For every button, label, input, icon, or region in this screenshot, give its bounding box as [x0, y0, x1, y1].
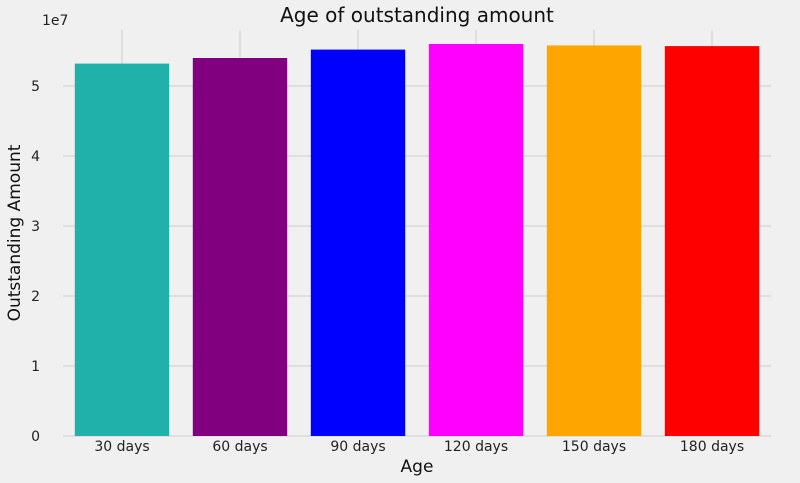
x-axis-label: Age [401, 457, 434, 477]
y-axis-label: Outstanding Amount [5, 144, 25, 321]
bar-90-days [310, 49, 406, 436]
y-tick-label: 3 [31, 219, 40, 235]
x-tick-label: 30 days [94, 439, 149, 455]
bar-30-days [74, 63, 170, 436]
y-tick-label: 1 [31, 359, 40, 375]
bar-60-days [192, 58, 288, 436]
tick-labels: 30 days 60 days 90 days 120 days 150 days 180… [31, 79, 744, 455]
x-tick-label: 90 days [330, 439, 385, 455]
bar-120-days [428, 44, 524, 436]
x-tick-label: 120 days [444, 439, 508, 455]
y-scale-label: 1e7 [42, 13, 68, 29]
y-tick-label: 0 [31, 429, 40, 445]
bar-180-days [664, 46, 760, 436]
y-tick-label: 5 [31, 79, 40, 95]
bars [74, 44, 760, 437]
chart-title: Age of outstanding amount [280, 3, 554, 27]
bar-150-days [546, 45, 642, 437]
x-tick-label: 150 days [562, 439, 626, 455]
x-tick-label: 60 days [212, 439, 267, 455]
y-tick-label: 2 [31, 289, 40, 305]
y-tick-label: 4 [31, 149, 40, 165]
x-tick-label: 180 days [680, 439, 744, 455]
